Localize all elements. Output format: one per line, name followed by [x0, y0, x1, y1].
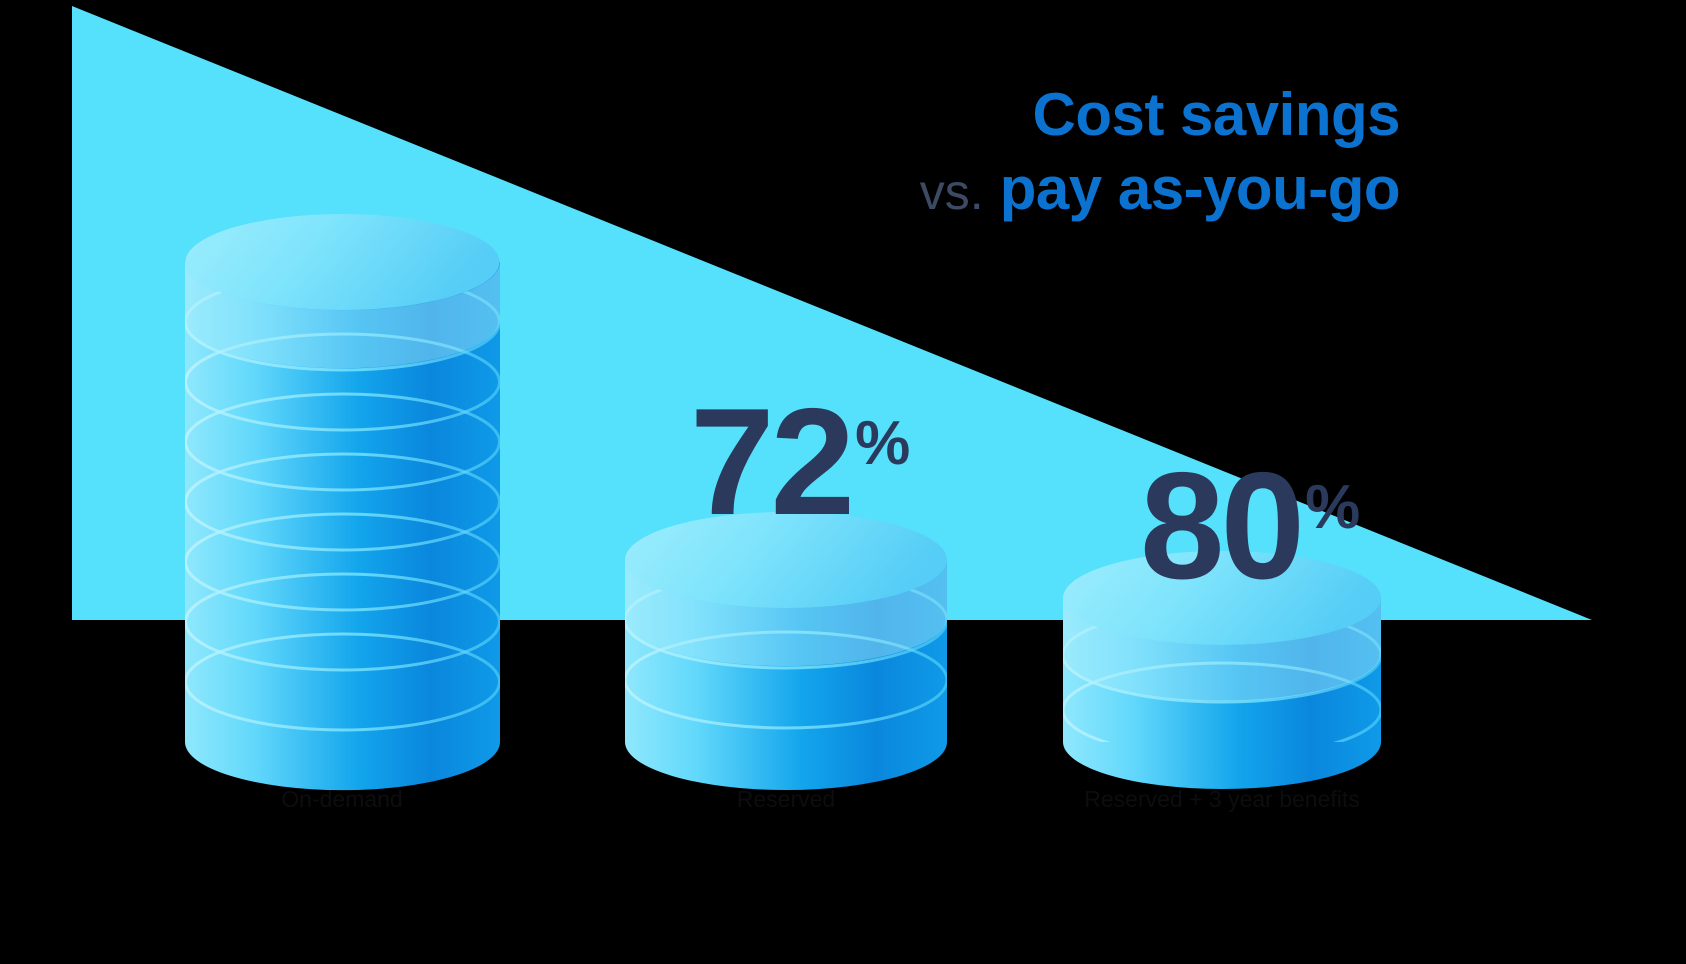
title-line-2: vs. pay as-you-go	[640, 159, 1401, 220]
title-vs-word: vs.	[919, 164, 984, 220]
title-line-1: Cost savings	[1032, 81, 1401, 148]
category-label-3: Reserved + 3 year benefits	[1084, 786, 1360, 812]
bar-1-top-cap	[185, 214, 500, 310]
value-annotation-80: 80%	[1140, 450, 1360, 602]
bar-3-body	[1063, 598, 1381, 789]
bar-1-body	[185, 262, 500, 791]
bar-3-top-disk-highlight	[1063, 598, 1381, 701]
bar-2-top-cap	[625, 512, 947, 608]
bar-cylinder-1	[185, 214, 500, 791]
bar-3-top-cap	[1063, 551, 1381, 645]
category-label-2: Reserved	[736, 786, 836, 812]
value-annotation-72: 72%	[690, 386, 910, 538]
value-percent-sign-80: %	[1305, 472, 1360, 542]
value-number-80: 80	[1140, 441, 1305, 611]
chart-title-block: Cost savings vs. pay as-you-go	[640, 81, 1401, 220]
bar-1-rings	[185, 272, 500, 732]
value-percent-sign-72: %	[855, 408, 910, 478]
title-pay-as-you-go: pay as-you-go	[999, 155, 1401, 222]
bar-2-body	[625, 560, 947, 790]
category-label-1: On-demand	[281, 786, 403, 812]
value-number-72: 72	[690, 377, 855, 547]
bar-2-top-disk-highlight	[625, 560, 947, 666]
bar-1-top-disk-highlight	[185, 262, 500, 369]
bar-cylinder-3	[1063, 551, 1381, 789]
bar-cylinder-2	[625, 512, 947, 790]
